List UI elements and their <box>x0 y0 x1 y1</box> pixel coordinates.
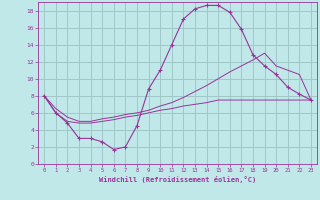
X-axis label: Windchill (Refroidissement éolien,°C): Windchill (Refroidissement éolien,°C) <box>99 176 256 183</box>
